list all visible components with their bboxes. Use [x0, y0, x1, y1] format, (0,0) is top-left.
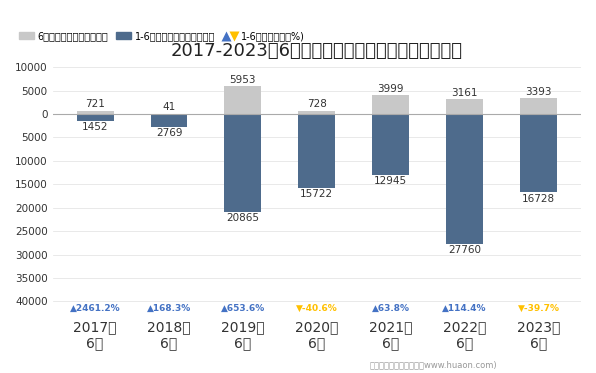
Bar: [446, 114, 483, 244]
Text: 3393: 3393: [525, 87, 552, 97]
Text: 27760: 27760: [448, 245, 481, 256]
Bar: [299, 110, 336, 114]
Text: 20865: 20865: [226, 213, 259, 223]
Text: ▼-40.6%: ▼-40.6%: [296, 304, 338, 313]
Text: 3999: 3999: [377, 84, 404, 94]
Bar: [151, 114, 188, 127]
Bar: [299, 114, 336, 188]
Title: 2017-2023年6月成都空港保税物流中心进出口总额: 2017-2023年6月成都空港保税物流中心进出口总额: [171, 42, 463, 60]
Bar: [372, 114, 409, 175]
Text: 41: 41: [162, 103, 176, 112]
Text: ▲114.4%: ▲114.4%: [442, 304, 487, 313]
Text: 15722: 15722: [300, 189, 333, 199]
Text: 5953: 5953: [229, 75, 256, 85]
Legend: 6月进出口总额（万美元）, 1-6月进出口总额（万美元）, 1-6月同比增速（%): 6月进出口总额（万美元）, 1-6月进出口总额（万美元）, 1-6月同比增速（%…: [15, 27, 309, 45]
Text: ▲168.3%: ▲168.3%: [147, 304, 191, 313]
Bar: [446, 99, 483, 114]
Bar: [372, 95, 409, 114]
Text: 728: 728: [307, 99, 327, 109]
Bar: [77, 111, 114, 114]
Text: 3161: 3161: [451, 88, 478, 98]
Bar: [225, 86, 262, 114]
Bar: [520, 98, 557, 114]
Bar: [225, 114, 262, 212]
Text: ▲653.6%: ▲653.6%: [221, 304, 265, 313]
Text: 16728: 16728: [522, 194, 555, 204]
Text: 2769: 2769: [156, 128, 182, 138]
Text: 制图：华经产业研究院（www.huaon.com): 制图：华经产业研究院（www.huaon.com): [370, 360, 497, 369]
Text: ▼-39.7%: ▼-39.7%: [517, 304, 560, 313]
Bar: [77, 114, 114, 121]
Text: ▲2461.2%: ▲2461.2%: [70, 304, 120, 313]
Text: ▲63.8%: ▲63.8%: [372, 304, 409, 313]
Bar: [520, 114, 557, 192]
Text: 1452: 1452: [82, 122, 108, 132]
Text: 721: 721: [85, 99, 105, 109]
Text: 12945: 12945: [374, 176, 407, 186]
